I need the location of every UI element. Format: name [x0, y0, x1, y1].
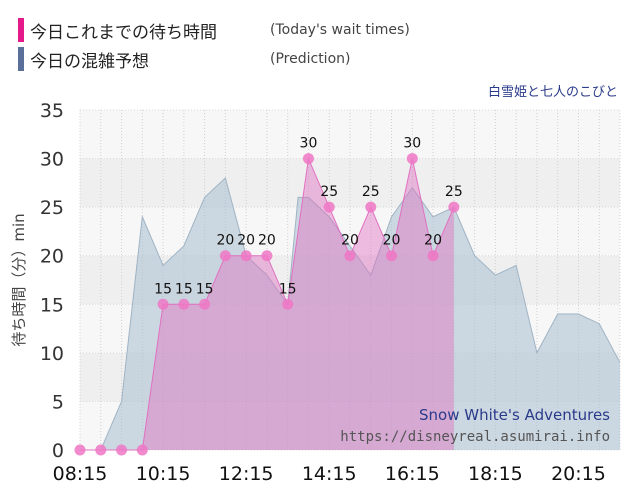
today-data-label: 15 — [154, 281, 172, 297]
today-point — [427, 250, 439, 262]
today-point — [74, 444, 86, 456]
x-tick-label: 14:15 — [302, 463, 357, 485]
x-tick-label: 16:15 — [385, 463, 440, 485]
today-data-label: 20 — [341, 233, 359, 249]
today-data-label: 30 — [300, 136, 318, 152]
today-point — [219, 250, 231, 262]
today-point — [448, 201, 460, 213]
today-data-label: 30 — [403, 136, 421, 152]
today-point — [365, 201, 377, 213]
legend-today-note: (Today's wait times) — [270, 22, 410, 38]
y-tick-label: 10 — [40, 343, 64, 365]
y-tick-label: 5 — [52, 391, 64, 413]
today-point — [157, 298, 169, 310]
today-point — [302, 153, 314, 165]
prediction-line — [80, 177, 621, 451]
legend-today: 今日これまでの待ち時間 (Today's wait times) — [18, 17, 410, 43]
x-tick-label: 18:15 — [468, 463, 523, 485]
today-point — [261, 250, 273, 262]
today-point — [136, 444, 148, 456]
today-data-label: 15 — [196, 281, 214, 297]
legend-prediction: 今日の混雑予想 (Prediction) — [18, 46, 350, 72]
x-tick-label: 08:15 — [53, 463, 108, 485]
today-point — [386, 250, 398, 262]
today-point — [95, 444, 107, 456]
today-data-label: 15 — [175, 281, 193, 297]
y-tick-label: 0 — [52, 440, 64, 462]
today-data-label: 20 — [424, 233, 442, 249]
legend-today-label: 今日これまでの待ち時間 — [30, 22, 217, 43]
today-point — [240, 250, 252, 262]
today-point — [199, 298, 211, 310]
today-point — [178, 298, 190, 310]
today-data-label: 15 — [279, 281, 297, 297]
prediction-area — [80, 178, 620, 450]
today-data-label: 25 — [320, 184, 338, 200]
today-data-label: 25 — [362, 184, 380, 200]
watermark-url: https://disneyreal.asumirai.info — [340, 429, 610, 445]
y-tick-label: 20 — [40, 246, 64, 268]
x-tick-label: 10:15 — [136, 463, 191, 485]
legend-prediction-note: (Prediction) — [270, 51, 351, 67]
today-point — [323, 201, 335, 213]
y-tick-label: 15 — [40, 294, 64, 316]
today-data-label: 25 — [445, 184, 463, 200]
x-tick-label: 12:15 — [219, 463, 274, 485]
y-axis-title: 待ち時間（分）min — [10, 213, 28, 346]
today-data-label: 20 — [237, 233, 255, 249]
today-point — [116, 444, 128, 456]
legend-prediction-label: 今日の混雑予想 — [30, 51, 149, 72]
today-point — [344, 250, 356, 262]
x-tick-label: 20:15 — [551, 463, 606, 485]
attraction-name: 白雪姫と七人のこびと — [487, 85, 618, 100]
today-point — [406, 153, 418, 165]
y-tick-label: 30 — [40, 149, 64, 171]
watermark-title: Snow White's Adventures — [419, 406, 610, 424]
today-data-label: 20 — [216, 233, 234, 249]
today-point — [282, 298, 294, 310]
y-tick-label: 35 — [40, 100, 64, 122]
today-data-label: 20 — [258, 233, 276, 249]
today-data-label: 20 — [383, 233, 401, 249]
legend-prediction-swatch — [18, 47, 24, 71]
y-tick-label: 25 — [40, 197, 64, 219]
legend-today-swatch — [18, 18, 24, 42]
